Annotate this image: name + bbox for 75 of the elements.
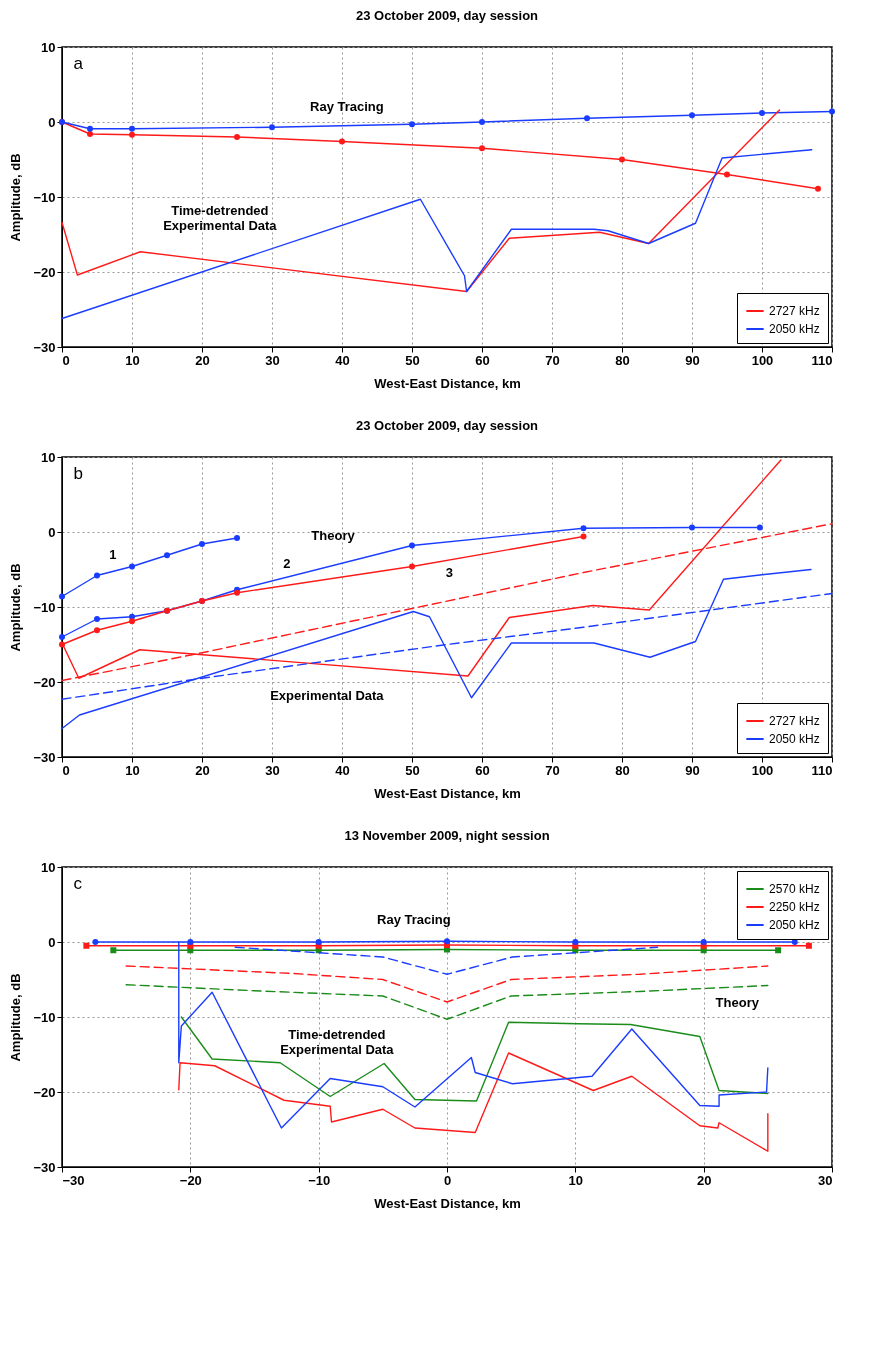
y-tick-label: −10 bbox=[33, 1009, 56, 1025]
annotation: Theory bbox=[311, 527, 356, 543]
x-tick-label: 70 bbox=[545, 352, 560, 368]
annotation: b bbox=[73, 464, 84, 483]
x-tick-label: −20 bbox=[179, 1172, 202, 1188]
x-tick-label: 100 bbox=[751, 762, 774, 778]
x-tick-label: 30 bbox=[265, 352, 280, 368]
x-tick-label: 100 bbox=[751, 352, 774, 368]
y-tick-label: 0 bbox=[48, 114, 56, 130]
y-tick-label: 10 bbox=[41, 449, 56, 465]
x-tick-label: 40 bbox=[335, 762, 350, 778]
y-tick-label: −10 bbox=[33, 599, 56, 615]
x-tick-label: 70 bbox=[545, 762, 560, 778]
x-tick-label: 60 bbox=[475, 762, 490, 778]
x-tick-label: 50 bbox=[405, 762, 420, 778]
annotation: c bbox=[73, 874, 83, 893]
x-axis-title: West-East Distance, km bbox=[374, 1195, 521, 1211]
annotation: Ray Tracing bbox=[377, 911, 451, 927]
legend-label: 2250 kHz bbox=[769, 900, 820, 914]
x-tick-label: 110 bbox=[811, 352, 833, 368]
x-tick-label: 20 bbox=[195, 762, 210, 778]
x-tick-label: 90 bbox=[685, 352, 700, 368]
x-tick-label: 10 bbox=[125, 762, 140, 778]
annotation: a bbox=[73, 54, 84, 73]
legend-label: 2727 kHz bbox=[769, 714, 820, 728]
annotation: 3 bbox=[445, 564, 453, 580]
annotation: Experimental Data bbox=[270, 688, 385, 704]
y-tick-label: −30 bbox=[33, 749, 56, 765]
annotation: 2 bbox=[283, 555, 291, 571]
x-tick-label: 0 bbox=[62, 762, 70, 778]
y-tick-label: −20 bbox=[33, 264, 56, 280]
x-tick-label: 0 bbox=[443, 1172, 452, 1188]
legend-label: 2050 kHz bbox=[769, 732, 820, 746]
legend-label: 2727 kHz bbox=[769, 304, 820, 318]
x-tick-label: 0 bbox=[62, 352, 70, 368]
x-tick-label: −10 bbox=[308, 1172, 331, 1188]
annotation: Ray Tracing bbox=[310, 99, 384, 114]
x-tick-label: 50 bbox=[405, 352, 420, 368]
y-tick-label: −10 bbox=[33, 189, 56, 205]
x-tick-label: 20 bbox=[195, 352, 210, 368]
x-tick-label: 40 bbox=[335, 352, 350, 368]
chart-title: 13 November 2009, night session bbox=[344, 828, 550, 843]
y-axis-title: Amplitude, dB bbox=[8, 973, 24, 1062]
annotation: Time-detrended Experimental Data bbox=[280, 1027, 395, 1057]
annotation: 1 bbox=[109, 546, 117, 562]
y-axis-title: Amplitude, dB bbox=[8, 563, 24, 652]
legend-label: 2050 kHz bbox=[769, 322, 820, 336]
legend-label: 2570 kHz bbox=[769, 882, 820, 896]
legend-label: 2050 kHz bbox=[769, 918, 820, 932]
x-axis-title: West-East Distance, km bbox=[374, 785, 521, 801]
x-tick-label: 110 bbox=[811, 762, 833, 778]
x-tick-label: 80 bbox=[615, 762, 630, 778]
chart-title: 23 October 2009, day session bbox=[355, 418, 539, 433]
x-tick-label: 90 bbox=[685, 762, 700, 778]
y-tick-label: 10 bbox=[41, 859, 56, 875]
y-tick-label: 10 bbox=[41, 39, 56, 55]
y-tick-label: −30 bbox=[33, 1159, 56, 1175]
x-tick-label: 30 bbox=[818, 1172, 833, 1188]
chart-title: 23 October 2009, day session bbox=[355, 8, 539, 23]
x-tick-label: −30 bbox=[62, 1172, 85, 1188]
x-tick-label: 80 bbox=[615, 352, 630, 368]
x-tick-label: 60 bbox=[475, 352, 490, 368]
y-tick-label: 0 bbox=[48, 524, 56, 540]
annotation: Theory bbox=[715, 994, 760, 1010]
y-axis-title: Amplitude, dB bbox=[8, 153, 24, 242]
y-tick-label: −20 bbox=[33, 1084, 56, 1100]
y-tick-label: 0 bbox=[48, 934, 56, 950]
x-axis-title: West-East Distance, km bbox=[374, 375, 521, 391]
y-tick-label: −30 bbox=[33, 339, 56, 355]
y-tick-label: −20 bbox=[33, 674, 56, 690]
x-tick-label: 10 bbox=[125, 352, 140, 368]
x-tick-label: 20 bbox=[696, 1172, 712, 1188]
x-tick-label: 10 bbox=[568, 1172, 584, 1188]
annotation: Time-detrended Experimental Data bbox=[163, 202, 278, 233]
x-tick-label: 30 bbox=[265, 762, 280, 778]
